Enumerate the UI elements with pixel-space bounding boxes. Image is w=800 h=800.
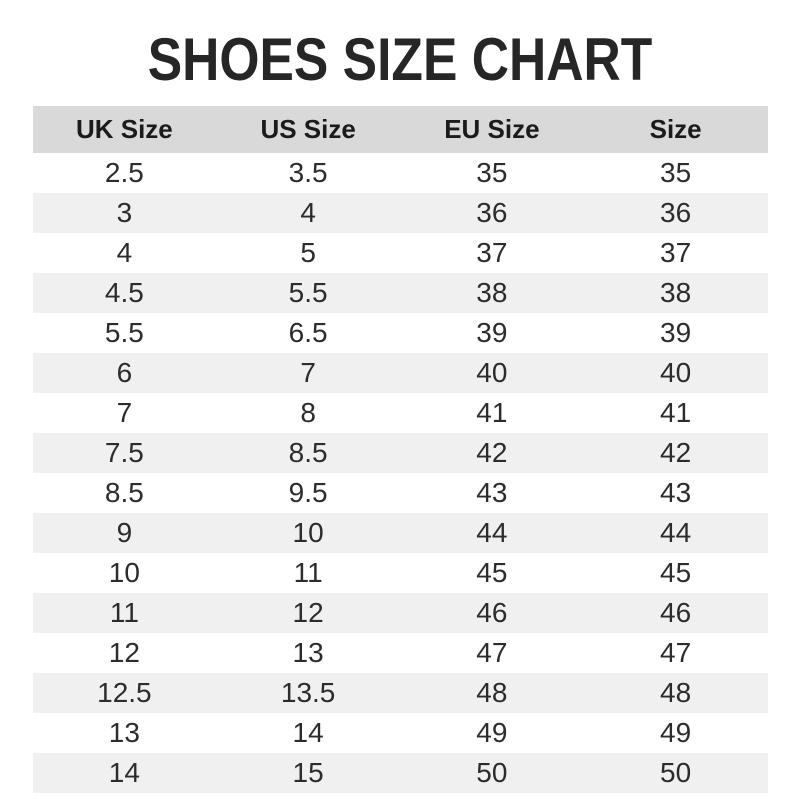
table-row: 2.5 3.5 35 35: [32, 153, 768, 193]
column-header: UK Size: [32, 106, 217, 153]
table-row: 5.5 6.5 39 39: [32, 313, 768, 353]
size-cell: 49: [400, 713, 584, 753]
size-cell: 8: [216, 393, 400, 433]
table-head: UK Size US Size EU Size Size: [32, 106, 768, 153]
column-header: US Size: [216, 106, 400, 153]
table-row: 9 10 44 44: [32, 513, 768, 553]
table-row: 3 4 36 36: [32, 193, 768, 233]
size-cell: 12.5: [32, 673, 217, 713]
column-header: Size: [583, 106, 768, 153]
size-cell: 39: [400, 313, 584, 353]
column-header: EU Size: [400, 106, 584, 153]
size-cell: 46: [400, 593, 584, 633]
size-cell: 39: [583, 313, 768, 353]
size-cell: 15: [216, 753, 400, 793]
size-cell: 6.5: [216, 313, 400, 353]
table-row: 4.5 5.5 38 38: [32, 273, 768, 313]
size-cell: 37: [583, 233, 768, 273]
size-cell: 8.5: [32, 473, 217, 513]
size-cell: 12: [32, 633, 217, 673]
size-cell: 43: [400, 473, 584, 513]
table-header-row: UK Size US Size EU Size Size: [32, 106, 768, 153]
size-cell: 42: [400, 433, 584, 473]
table-body: 2.5 3.5 35 35 3 4 36 36 4 5 37 37 4.5 5.5 38 38 5.5 6.5 39…: [32, 153, 768, 793]
size-cell: 45: [400, 553, 584, 593]
table-row: 7.5 8.5 42 42: [32, 433, 768, 473]
size-cell: 48: [400, 673, 584, 713]
size-cell: 13.5: [216, 673, 400, 713]
table-row: 12.5 13.5 48 48: [32, 673, 768, 713]
size-cell: 43: [583, 473, 768, 513]
size-cell: 50: [400, 753, 584, 793]
size-cell: 49: [583, 713, 768, 753]
size-cell: 38: [400, 273, 584, 313]
size-cell: 5.5: [32, 313, 217, 353]
size-cell: 11: [32, 593, 217, 633]
size-cell: 2.5: [32, 153, 217, 193]
size-cell: 4: [216, 193, 400, 233]
table-row: 7 8 41 41: [32, 393, 768, 433]
size-cell: 44: [583, 513, 768, 553]
size-cell: 10: [32, 553, 217, 593]
page-title: SHOES SIZE CHART: [147, 26, 653, 93]
size-cell: 9.5: [216, 473, 400, 513]
table-row: 14 15 50 50: [32, 753, 768, 793]
size-cell: 42: [583, 433, 768, 473]
size-cell: 3: [32, 193, 217, 233]
size-cell: 9: [32, 513, 217, 553]
size-cell: 36: [583, 193, 768, 233]
table-row: 8.5 9.5 43 43: [32, 473, 768, 513]
table-row: 11 12 46 46: [32, 593, 768, 633]
size-cell: 12: [216, 593, 400, 633]
size-cell: 40: [583, 353, 768, 393]
size-cell: 7: [216, 353, 400, 393]
size-cell: 36: [400, 193, 584, 233]
size-cell: 7: [32, 393, 217, 433]
size-cell: 13: [32, 713, 217, 753]
size-chart-table: UK Size US Size EU Size Size 2.5 3.5 35 35 3 4 36…: [32, 106, 768, 793]
size-cell: 14: [216, 713, 400, 753]
size-cell: 38: [583, 273, 768, 313]
size-cell: 37: [400, 233, 584, 273]
size-cell: 45: [583, 553, 768, 593]
size-cell: 44: [400, 513, 584, 553]
size-cell: 13: [216, 633, 400, 673]
size-cell: 50: [583, 753, 768, 793]
size-cell: 10: [216, 513, 400, 553]
size-cell: 14: [32, 753, 217, 793]
size-cell: 47: [400, 633, 584, 673]
table-row: 12 13 47 47: [32, 633, 768, 673]
size-cell: 48: [583, 673, 768, 713]
table-row: 13 14 49 49: [32, 713, 768, 753]
size-cell: 4.5: [32, 273, 217, 313]
size-cell: 5.5: [216, 273, 400, 313]
size-cell: 11: [216, 553, 400, 593]
size-cell: 35: [583, 153, 768, 193]
size-cell: 35: [400, 153, 584, 193]
size-cell: 7.5: [32, 433, 217, 473]
table-row: 4 5 37 37: [32, 233, 768, 273]
size-cell: 3.5: [216, 153, 400, 193]
size-cell: 41: [583, 393, 768, 433]
table-row: 6 7 40 40: [32, 353, 768, 393]
size-cell: 40: [400, 353, 584, 393]
size-cell: 8.5: [216, 433, 400, 473]
size-cell: 46: [583, 593, 768, 633]
size-cell: 47: [583, 633, 768, 673]
size-cell: 4: [32, 233, 217, 273]
size-cell: 41: [400, 393, 584, 433]
table-row: 10 11 45 45: [32, 553, 768, 593]
size-cell: 5: [216, 233, 400, 273]
size-cell: 6: [32, 353, 217, 393]
